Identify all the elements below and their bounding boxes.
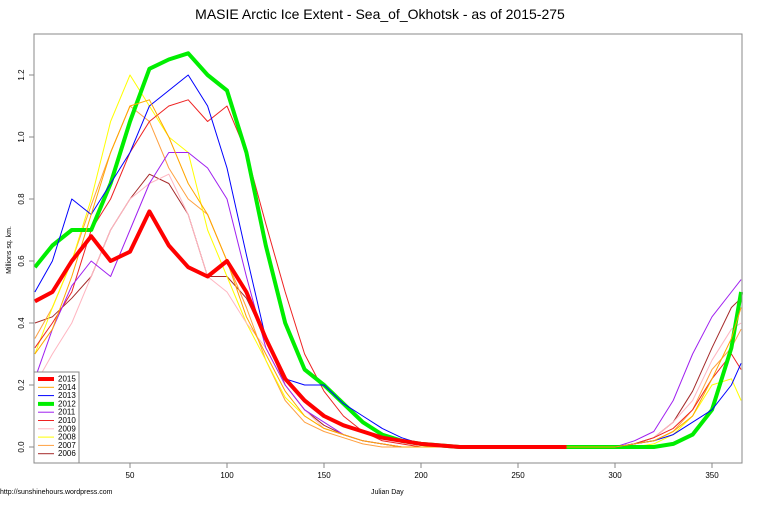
y-tick-label: 1.2 <box>17 69 26 81</box>
series-line-2011 <box>34 152 742 448</box>
x-tick-label: 200 <box>414 471 428 480</box>
y-axis-label: Millions sq. km. <box>6 226 13 274</box>
y-tick-label: 0.4 <box>17 317 26 329</box>
y-tick-label: 0.2 <box>17 379 26 391</box>
series-line-2007 <box>34 105 742 448</box>
x-axis: 50 100 150 200 250 300 350 <box>126 463 719 480</box>
x-tick-label: 300 <box>608 471 622 480</box>
series-line-2013 <box>34 74 742 448</box>
series-line-2015 <box>33 209 567 449</box>
series-line-2008 <box>34 74 742 448</box>
series-line-2006 <box>34 173 742 448</box>
series-line-2012 <box>33 51 744 449</box>
series-line-2010 <box>34 99 742 448</box>
credit-text: http://sunshinehours.wordpress.com <box>0 489 113 496</box>
x-tick-label: 250 <box>511 471 525 480</box>
x-tick-label: 50 <box>126 471 135 480</box>
legend-label: 2008 <box>58 433 76 442</box>
legend-label: 2012 <box>58 399 76 408</box>
y-tick-label: 0.6 <box>17 255 26 267</box>
x-axis-label: Julian Day <box>371 489 404 496</box>
legend-label: 2014 <box>58 383 76 392</box>
chart-title: MASIE Arctic Ice Extent - Sea_of_Okhotsk… <box>195 6 565 22</box>
legend-label: 2009 <box>58 424 76 433</box>
y-axis: 0.0 0.2 0.4 0.6 0.8 1.0 1.2 <box>17 69 34 453</box>
x-tick-label: 100 <box>220 471 234 480</box>
legend-label: 2011 <box>58 408 76 417</box>
y-tick-label: 0.8 <box>17 193 26 205</box>
legend-label: 2006 <box>58 449 76 458</box>
legend-label: 2010 <box>58 416 76 425</box>
x-tick-label: 350 <box>705 471 719 480</box>
y-tick-label: 1.0 <box>17 131 26 143</box>
plot-frame <box>33 33 743 464</box>
series-lines <box>33 51 744 449</box>
series-line-2014 <box>34 99 742 448</box>
series-line-2009 <box>34 173 742 448</box>
x-tick-label: 150 <box>317 471 331 480</box>
legend-label: 2015 <box>58 375 76 384</box>
y-tick-label: 0.0 <box>17 441 26 453</box>
legend-label: 2007 <box>58 441 76 450</box>
legend-label: 2013 <box>58 391 76 400</box>
